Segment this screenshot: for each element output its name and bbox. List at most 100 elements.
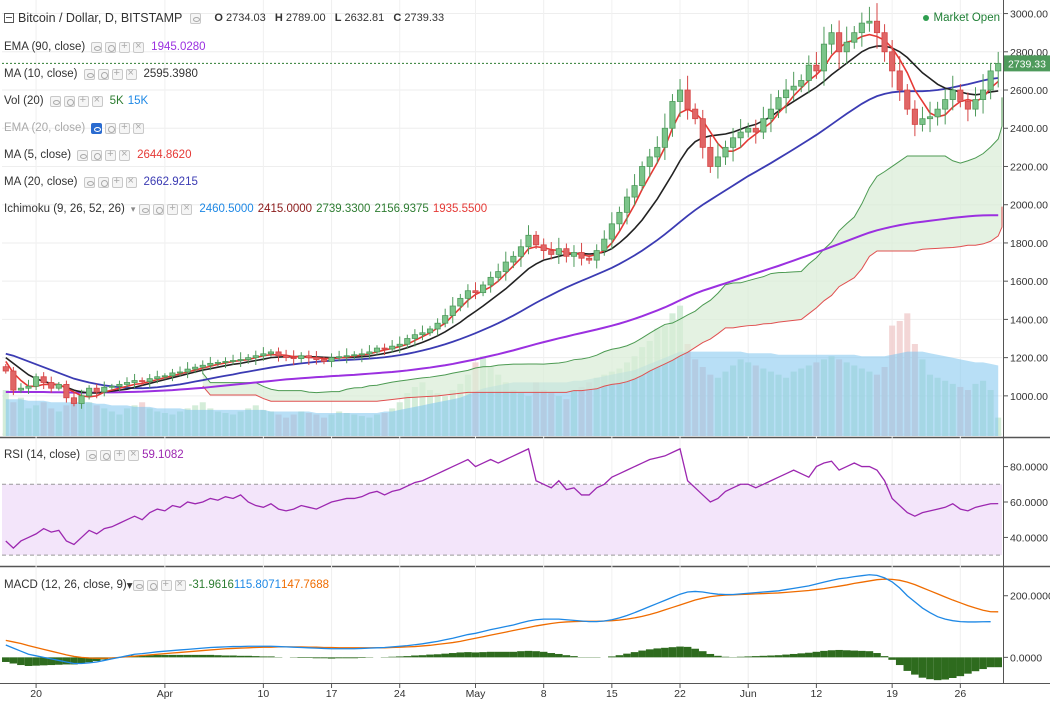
settings-icon[interactable] — [100, 450, 111, 461]
time-tick-label: 15 — [606, 688, 618, 700]
candle-body — [799, 80, 804, 86]
indicator-legend-row[interactable]: EMA (90, close)1945.0280 — [4, 38, 206, 56]
indicator-value: 2415.0000 — [258, 203, 312, 215]
add-icon[interactable] — [112, 177, 123, 188]
settings-icon[interactable] — [98, 69, 109, 80]
macd-histogram-bar — [510, 652, 518, 658]
settings-icon[interactable] — [105, 42, 116, 53]
candle-body — [185, 369, 190, 372]
add-icon[interactable] — [112, 69, 123, 80]
macd-histogram-bar — [782, 655, 790, 658]
indicator-legend-row[interactable]: MA (10, close)2595.3980 — [4, 65, 198, 83]
indicator-legend-row[interactable]: MA (5, close)2644.8620 — [4, 146, 191, 164]
visibility-icon[interactable] — [91, 123, 102, 134]
close-icon[interactable] — [181, 204, 192, 215]
visibility-icon[interactable] — [84, 177, 95, 188]
visibility-icon[interactable] — [86, 450, 97, 461]
rsi-tick-label: 40.0000 — [1010, 532, 1048, 544]
add-icon[interactable] — [161, 580, 172, 591]
indicator-legend-row[interactable]: MA (20, close)2662.9215 — [4, 173, 198, 191]
price-tick-label: 2000.00 — [1010, 200, 1048, 212]
close-icon[interactable] — [133, 123, 144, 134]
candle-body — [958, 90, 963, 101]
rsi-label[interactable]: RSI (14, close) — [4, 449, 80, 461]
close-icon[interactable] — [126, 177, 137, 188]
macd-label[interactable]: MACD (12, 26, close, 9) — [4, 579, 127, 591]
settings-icon[interactable] — [105, 123, 116, 134]
macd-histogram-bar — [707, 654, 715, 657]
visibility-icon[interactable] — [190, 13, 201, 24]
time-tick-label: 10 — [258, 688, 270, 700]
add-icon[interactable] — [167, 204, 178, 215]
candle-body — [397, 344, 402, 346]
settings-icon[interactable] — [64, 96, 75, 107]
dropdown-arrow-icon[interactable]: ▾ — [127, 578, 133, 592]
close-icon[interactable] — [92, 96, 103, 107]
macd-histogram-bar — [669, 647, 677, 657]
close-icon[interactable] — [126, 69, 137, 80]
close-icon[interactable] — [175, 580, 186, 591]
collapse-icon[interactable] — [4, 13, 14, 23]
market-status: Market Open — [923, 12, 1000, 24]
visibility-icon[interactable] — [50, 96, 61, 107]
time-tick-label: 8 — [541, 688, 547, 700]
high-label: H 2789.00 — [275, 12, 326, 24]
market-status-label: Market Open — [934, 12, 1000, 24]
close-icon[interactable] — [119, 150, 130, 161]
candle-body — [867, 21, 872, 23]
indicator-label[interactable]: MA (5, close) — [4, 149, 71, 161]
price-tick-label: 2200.00 — [1010, 161, 1048, 173]
symbol-title[interactable]: Bitcoin / Dollar, D, BITSTAMP — [18, 11, 182, 25]
indicator-value: 15K — [128, 95, 148, 107]
settings-icon[interactable] — [153, 204, 164, 215]
settings-icon[interactable] — [91, 150, 102, 161]
candle-body — [193, 367, 198, 369]
visibility-icon[interactable] — [133, 580, 144, 591]
indicator-label[interactable]: MA (10, close) — [4, 68, 78, 80]
add-icon[interactable] — [78, 96, 89, 107]
close-icon[interactable] — [128, 450, 139, 461]
candle-body — [579, 252, 584, 258]
visibility-icon[interactable] — [77, 150, 88, 161]
price-tick-label: 1200.00 — [1010, 353, 1048, 365]
add-icon[interactable] — [119, 123, 130, 134]
macd-histogram-bar — [691, 649, 699, 658]
add-icon[interactable] — [114, 450, 125, 461]
macd-histogram-bar — [479, 652, 487, 657]
macd-histogram-bar — [563, 655, 571, 657]
time-tick-label: 19 — [886, 688, 898, 700]
visibility-icon[interactable] — [84, 69, 95, 80]
indicator-label[interactable]: EMA (90, close) — [4, 41, 85, 53]
macd-histogram-bar — [972, 657, 980, 671]
visibility-icon[interactable] — [91, 42, 102, 53]
macd-histogram-bar — [699, 651, 707, 657]
candle-body — [730, 138, 735, 148]
candle-body — [655, 147, 660, 157]
dropdown-arrow-icon[interactable]: ▾ — [131, 204, 136, 215]
indicator-legend-row[interactable]: Ichimoku (9, 26, 52, 26)▾2460.50002415.0… — [4, 200, 487, 218]
candle-body — [844, 42, 849, 52]
indicator-legend-row[interactable]: EMA (20, close) — [4, 119, 147, 137]
candle-body — [836, 33, 841, 52]
candle-body — [117, 384, 122, 386]
candle-body — [852, 33, 857, 43]
candle-body — [94, 388, 99, 392]
add-icon[interactable] — [119, 42, 130, 53]
visibility-icon[interactable] — [139, 204, 150, 215]
close-icon[interactable] — [133, 42, 144, 53]
add-icon[interactable] — [105, 150, 116, 161]
settings-icon[interactable] — [147, 580, 158, 591]
indicator-label[interactable]: EMA (20, close) — [4, 122, 85, 134]
indicator-label[interactable]: Ichimoku (9, 26, 52, 26) — [4, 203, 125, 215]
settings-icon[interactable] — [98, 177, 109, 188]
candle-body — [829, 33, 834, 44]
macd-histogram-bar — [904, 657, 912, 671]
indicator-label[interactable]: MA (20, close) — [4, 176, 78, 188]
macd-histogram-bar — [828, 650, 836, 657]
indicator-label[interactable]: Vol (20) — [4, 95, 44, 107]
candle-body — [693, 109, 698, 119]
candle-body — [71, 398, 76, 404]
macd-histogram-bar — [434, 654, 442, 657]
